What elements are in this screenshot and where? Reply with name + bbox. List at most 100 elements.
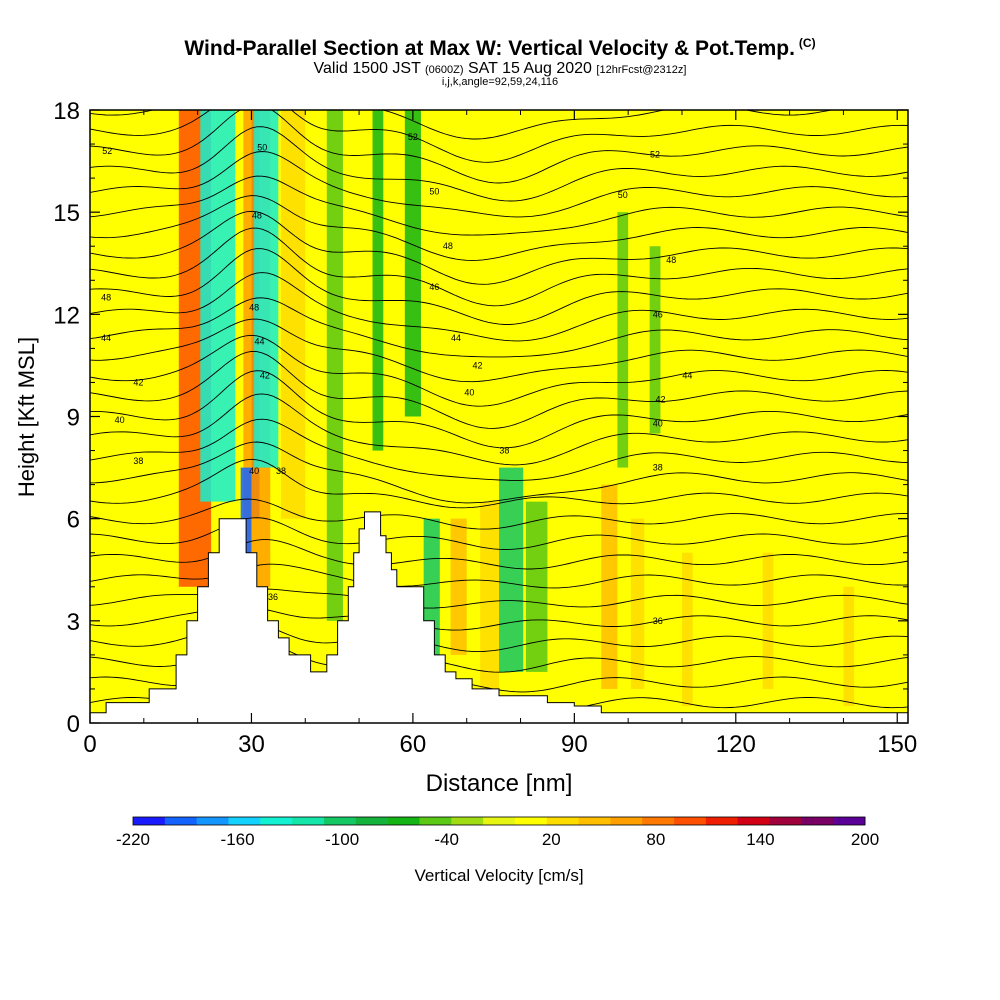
colorbar-swatch	[769, 817, 802, 825]
colorbar-swatch	[451, 817, 484, 825]
x-tick-label: 60	[400, 731, 427, 758]
theta-label: 48	[252, 211, 262, 221]
theta-label: 38	[276, 466, 286, 476]
colorbar-swatch	[546, 817, 580, 825]
theta-contour	[90, 297, 908, 358]
theta-contour	[90, 126, 908, 202]
y-axis-label: Height [Kft MSL]	[14, 337, 39, 497]
theta-contour	[90, 175, 908, 236]
theta-contour	[90, 418, 908, 481]
w-band	[843, 586, 855, 706]
colorbar-swatch	[323, 817, 357, 825]
theta-contour	[90, 110, 834, 140]
theta-label: 38	[653, 463, 663, 473]
x-tick-label: 30	[238, 731, 265, 758]
theta-label: 48	[443, 241, 453, 251]
theta-label: 52	[650, 149, 660, 159]
w-band	[480, 501, 499, 689]
terrain-shape	[89, 511, 909, 724]
theta-contour	[90, 318, 908, 383]
colorbar-swatch	[514, 817, 548, 825]
colorbar-swatch	[642, 817, 675, 825]
theta-contour	[90, 441, 908, 504]
theta-label: 40	[249, 466, 259, 476]
colorbar-swatch	[292, 817, 325, 825]
w-band	[404, 110, 421, 417]
colorbar-swatch	[674, 817, 707, 825]
theta-contour	[90, 272, 908, 342]
w-band	[450, 518, 467, 655]
theta-label: 46	[653, 309, 663, 319]
forecast-note: [12hrFcst@2312z]	[596, 64, 687, 76]
theta-label: 38	[499, 446, 509, 456]
colorbar-tick-label: 80	[646, 830, 665, 849]
x-tick-label: 150	[877, 731, 917, 758]
theta-contour	[90, 110, 908, 163]
y-tick-label: 3	[67, 609, 80, 636]
theta-label: 36	[268, 592, 278, 602]
theta-label: 42	[133, 377, 143, 387]
valid-prefix: Valid 1500 JST	[313, 60, 421, 77]
w-band	[649, 246, 661, 434]
colorbar-tick-label: 200	[851, 830, 879, 849]
w-band	[762, 552, 774, 689]
theta-label: 44	[101, 333, 111, 343]
potential-temperature-contours	[90, 110, 908, 712]
colorbar-swatch	[737, 817, 771, 825]
theta-label: 52	[102, 146, 112, 156]
chart-title: Wind-Parallel Section at Max W: Vertical…	[0, 36, 1000, 61]
colorbar-swatch	[387, 817, 420, 825]
valid-date: SAT 15 Aug 2020	[468, 60, 592, 77]
theta-label: 50	[429, 187, 439, 197]
x-tick-label: 120	[716, 731, 756, 758]
colorbar-swatch	[705, 817, 739, 825]
theta-contour	[90, 110, 908, 184]
colorbar-swatch	[801, 817, 834, 825]
theta-label: 50	[618, 190, 628, 200]
theta-label: 40	[464, 388, 474, 398]
x-tick-label: 0	[83, 731, 96, 758]
theta-label: 36	[653, 616, 663, 626]
colorbar-tick-label: -160	[221, 830, 255, 849]
w-band	[326, 110, 343, 621]
theta-contour	[90, 151, 908, 218]
colorbar-swatch	[419, 817, 452, 825]
x-axis-label: Distance [nm]	[426, 770, 573, 797]
colorbar-tick-label: 140	[746, 830, 774, 849]
colorbar-swatch	[578, 817, 611, 825]
colorbar-swatch	[483, 817, 516, 825]
theta-label: 50	[257, 142, 267, 152]
theta-label: 38	[133, 456, 143, 466]
colorbar-frame	[132, 816, 866, 826]
y-tick-label: 6	[67, 507, 80, 534]
theta-contour	[90, 195, 908, 261]
theta-contour	[90, 334, 908, 407]
colorbar-tick-label: -40	[434, 830, 459, 849]
theta-contour	[90, 227, 908, 307]
title-tag: (C)	[798, 36, 816, 50]
colorbar-swatch	[355, 817, 389, 825]
w-band	[617, 212, 629, 468]
theta-contour	[90, 393, 908, 466]
theta-contour	[90, 370, 908, 449]
w-band	[681, 552, 693, 706]
valid-utc: (0600Z)	[425, 64, 464, 76]
chart-subtitle: Valid 1500 JST (0600Z) SAT 15 Aug 2020 […	[0, 60, 1000, 78]
colorbar-tick-label: -220	[116, 830, 150, 849]
w-band	[372, 110, 384, 451]
theta-label: 48	[101, 292, 111, 302]
colorbar-swatch	[260, 817, 293, 825]
colorbar-swatch	[610, 817, 643, 825]
theta-label: 44	[255, 337, 265, 347]
terrain-mask	[89, 511, 909, 724]
grid-indices: i,j,k,angle=92,59,24,116	[441, 76, 559, 88]
theta-contour	[90, 350, 908, 429]
colorbar-swatch	[164, 817, 198, 825]
colorbar-label: Vertical Velocity [cm/s]	[414, 866, 583, 885]
w-band	[499, 467, 524, 672]
colorbar-swatch	[133, 817, 166, 825]
w-band	[254, 110, 279, 468]
theta-label: 44	[682, 371, 692, 381]
colorbar-tick-label: 20	[542, 830, 561, 849]
